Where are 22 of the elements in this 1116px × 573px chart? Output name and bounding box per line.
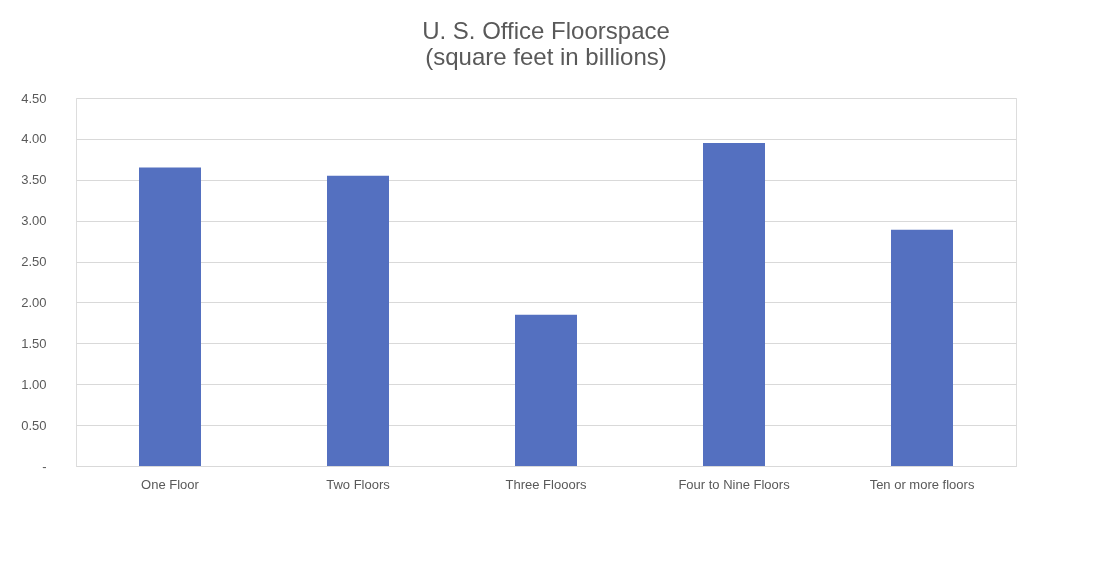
y-tick-label: 4.00 [21, 131, 47, 147]
text: (square feet in billions) [425, 43, 667, 70]
y-tick-label: 2.50 [21, 254, 47, 270]
y-tick-label: 2.00 [21, 294, 47, 310]
y-tick-label: 3.50 [21, 172, 47, 188]
x-tick-label: One Floor [141, 476, 200, 492]
bar [891, 229, 953, 466]
x-tick-label: Three Flooors [505, 476, 587, 492]
y-tick-label: 1.00 [21, 376, 47, 392]
y-tick-label: 1.50 [21, 335, 47, 351]
x-tick-label: Four to Nine Floors [678, 476, 791, 492]
bar [327, 175, 389, 466]
y-tick-label: 3.00 [21, 213, 47, 229]
y-tick-label: 4.50 [21, 90, 47, 106]
y-tick-label: 0.50 [21, 417, 47, 433]
text: U. S. Office Floorspace [422, 17, 670, 44]
bar [703, 142, 765, 466]
x-tick-label: Two Floors [326, 476, 391, 492]
bar [139, 167, 201, 466]
bar [515, 314, 577, 466]
y-tick-label: - [42, 458, 47, 474]
x-tick-label: Ten or more floors [869, 476, 975, 492]
